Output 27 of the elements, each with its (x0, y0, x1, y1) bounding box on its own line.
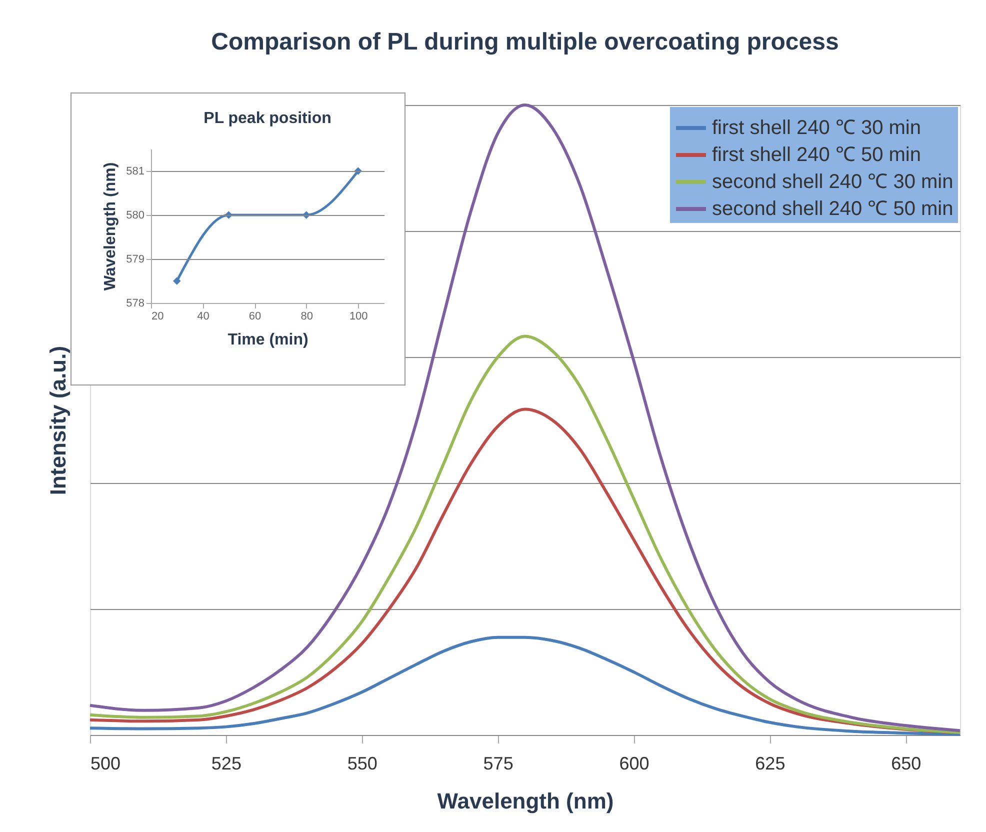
legend-label: first shell 240 ℃ 30 min (712, 117, 921, 139)
x-tick-label: 40 (197, 310, 210, 322)
legend-label: second shell 240 ℃ 30 min (712, 171, 954, 193)
y-axis-title: Intensity (a.u.) (46, 346, 70, 496)
x-tick-label: 500 (90, 754, 121, 774)
y-tick-label: 581 (126, 166, 144, 178)
x-tick-label: 60 (248, 310, 262, 322)
x-tick-label: 550 (347, 754, 378, 774)
x-axis-title: Time (min) (228, 332, 308, 348)
legend-label: second shell 240 ℃ 50 min (712, 198, 954, 220)
y-tick-label: 580 (126, 210, 144, 222)
y-tick-label: 578 (126, 298, 144, 310)
x-tick-label: 80 (300, 310, 313, 322)
x-axis-title: Wavelength (nm) (437, 788, 614, 814)
chart-title: Comparison of PL during multiple overcoating process (211, 28, 839, 56)
point (173, 277, 181, 285)
x-tick-label: 625 (755, 754, 786, 774)
y-tick-label: 579 (126, 254, 144, 266)
x-tick-label: 575 (483, 754, 514, 774)
x-tick-label: 100 (349, 310, 368, 322)
y-axis-title: Wavelength (nm) (102, 162, 120, 291)
legend-label: first shell 240 ℃ 50 min (712, 144, 921, 166)
x-tick-label: 525 (211, 754, 242, 774)
chart-title: PL peak position (204, 110, 332, 127)
x-tick-label: 600 (619, 754, 650, 774)
x-tick-label: 650 (891, 754, 922, 774)
x-tick-label: 20 (152, 310, 164, 322)
